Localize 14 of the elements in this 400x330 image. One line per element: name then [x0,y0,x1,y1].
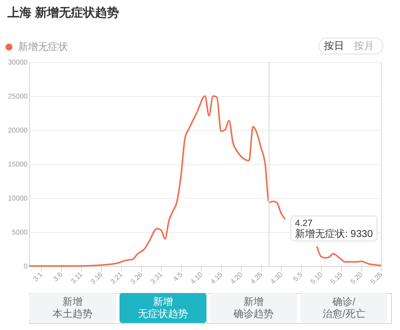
chart-title: 上海 新增无症状趋势 [6,6,119,20]
text: 按日 [324,40,344,52]
text: 本土趋势 [52,308,92,320]
legend-label: 新增无症状 [18,41,68,53]
annotation: 4.27 [295,218,313,228]
text: 新增 [152,296,173,308]
text: 按月 [354,40,374,52]
text: 新增 [62,296,82,308]
text: 治愈/死亡 [322,308,366,320]
text: 确诊趋势 [232,308,274,320]
text: 确诊/ [332,296,356,308]
annotation: 新增无症状: 9330 [295,228,374,240]
text: 新增 [243,296,264,308]
text: 无症状趋势 [138,308,188,320]
